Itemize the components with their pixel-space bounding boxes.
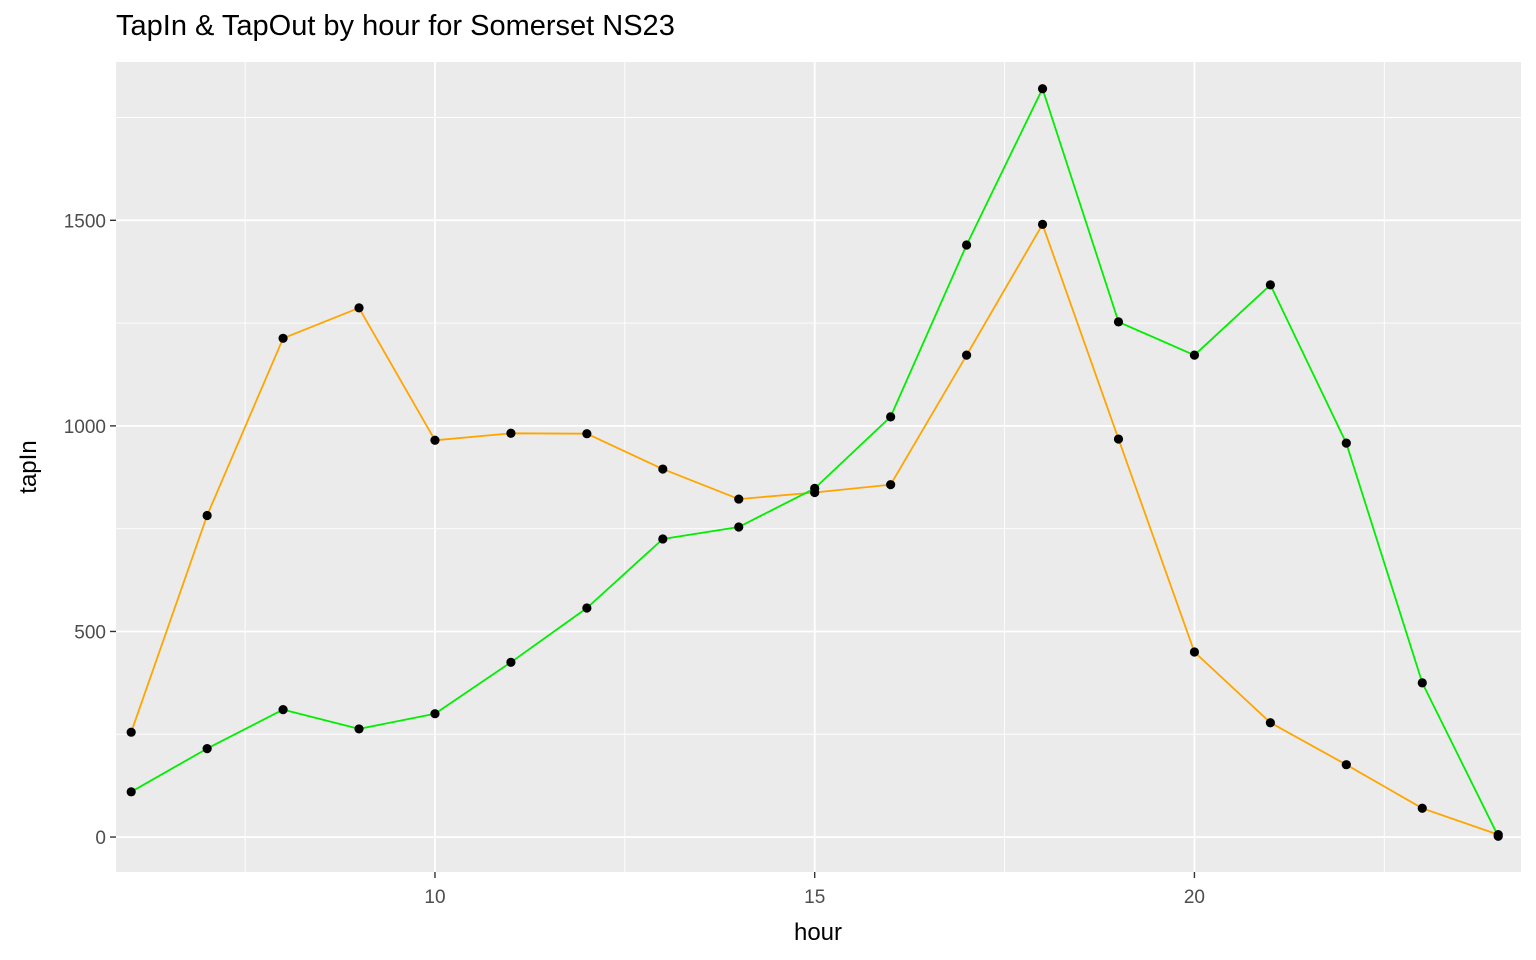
y-axis: 0 500 1000 1500 [64, 211, 116, 849]
data-point-series-2 [582, 603, 592, 613]
chart-title: TapIn & TapOut by hour for Somerset NS23 [116, 10, 675, 42]
data-points [126, 84, 1503, 841]
data-point-series-2 [734, 522, 744, 532]
data-point-series-2 [506, 657, 516, 667]
x-tick-label: 10 [424, 887, 445, 908]
x-axis-title: hour [794, 919, 842, 946]
data-point-series-1 [961, 350, 972, 360]
y-tick-label: 1500 [64, 211, 106, 232]
data-point-series-2 [1493, 831, 1503, 841]
data-point-series-1 [126, 727, 136, 737]
x-tick-label: 15 [804, 887, 825, 908]
data-point-series-1 [354, 303, 364, 313]
data-point-series-1 [658, 464, 668, 474]
data-point-series-1 [506, 428, 516, 438]
data-point-series-2 [886, 412, 896, 422]
data-point-series-2 [658, 534, 668, 544]
data-point-series-2 [961, 240, 972, 250]
data-point-series-1 [1113, 434, 1124, 444]
data-point-series-2 [126, 787, 136, 797]
data-point-series-1 [1037, 219, 1048, 230]
data-point-series-1 [430, 435, 440, 445]
data-point-series-2 [278, 704, 288, 715]
data-point-series-2 [1265, 280, 1275, 290]
x-axis: 10 15 20 [424, 872, 1205, 908]
data-point-series-1 [1341, 760, 1351, 770]
data-point-series-2 [354, 724, 364, 734]
x-tick-label: 20 [1184, 887, 1205, 908]
data-point-series-1 [278, 333, 288, 343]
data-point-series-2 [1189, 350, 1200, 360]
data-point-series-1 [582, 429, 592, 439]
data-point-series-2 [810, 483, 820, 493]
y-tick-label: 1000 [64, 417, 106, 438]
data-point-series-1 [1417, 803, 1427, 813]
data-point-series-2 [430, 709, 440, 719]
data-point-series-2 [1113, 317, 1124, 327]
y-axis-title: tapIn [15, 440, 42, 493]
data-point-series-1 [734, 494, 744, 504]
minor-gridlines [116, 62, 1521, 872]
major-gridlines [116, 62, 1521, 872]
data-point-series-2 [202, 744, 212, 754]
data-point-series-1 [1265, 718, 1275, 728]
data-point-series-2 [1341, 438, 1351, 448]
plot-panel [116, 62, 1521, 872]
data-point-series-1 [886, 480, 896, 490]
data-point-series-1 [1189, 647, 1200, 657]
y-tick-label: 500 [74, 622, 106, 643]
y-tick-label: 0 [95, 828, 106, 849]
data-point-series-2 [1417, 678, 1427, 688]
data-point-series-2 [1037, 84, 1048, 94]
data-point-series-1 [202, 510, 212, 521]
